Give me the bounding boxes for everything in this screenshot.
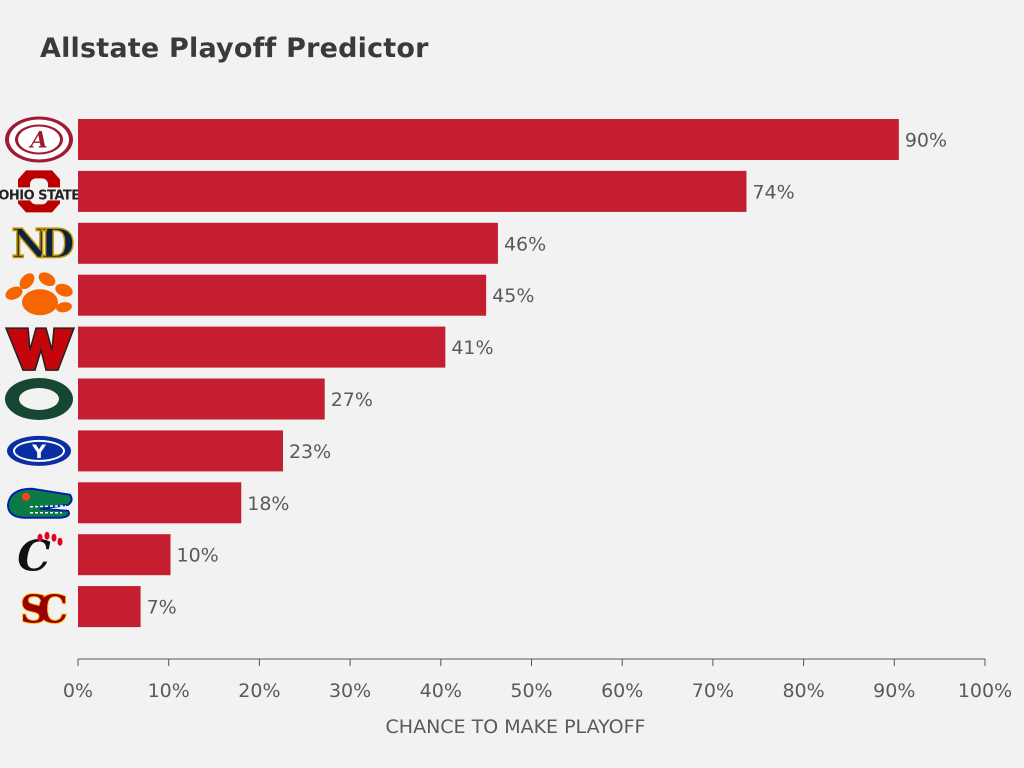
bar-florida [78,482,242,524]
value-label-oregon: 27% [331,389,373,411]
value-label-wisconsin: 41% [451,337,493,359]
x-tick-label: 90% [873,680,915,702]
value-label-cincinnati: 10% [177,545,219,567]
x-tick-label: 30% [329,680,371,702]
usc-logo-icon: SC [19,586,77,633]
x-tick-label: 0% [63,680,93,702]
value-label-ohio-state: 74% [752,181,794,203]
bar-byu [78,430,283,472]
value-label-alabama: 90% [905,130,947,152]
clemson-logo-icon [5,272,73,316]
alabama-logo-icon: A [5,116,73,163]
value-label-byu: 23% [289,441,331,463]
bar-clemson [78,274,487,316]
bar-ohio-state [78,170,747,212]
bar-cincinnati [78,534,171,576]
x-axis-title: CHANCE TO MAKE PLAYOFF [386,716,646,738]
x-tick-label: 50% [510,680,552,702]
team-logos: A OHIO STATE ND Y C SC [0,116,83,633]
bar-oregon [78,378,325,420]
bar-wisconsin [78,326,446,368]
byu-logo-icon: Y [7,435,71,466]
x-tick-label: 20% [238,680,280,702]
svg-text:C: C [17,532,51,581]
svg-text:ND: ND [11,220,74,267]
svg-text:OHIO STATE: OHIO STATE [0,188,80,203]
oregon-logo-icon [5,378,73,420]
bar-notre-dame [78,222,498,264]
value-label-florida: 18% [247,493,289,515]
x-tick-label: 40% [420,680,462,702]
bar-alabama [78,119,899,160]
svg-text:SC: SC [20,587,66,632]
svg-text:Y: Y [31,441,46,463]
notre-dame-logo-icon: ND [11,220,83,269]
x-tick-label: 100% [958,680,1012,702]
value-label-clemson: 45% [492,285,534,307]
bars-group [78,119,899,628]
cincinnati-logo-icon: C [17,531,63,581]
value-label-usc: 7% [147,597,177,619]
ohio-state-logo-icon: OHIO STATE [0,170,80,213]
chart-title: Allstate Playoff Predictor [40,33,429,64]
bar-usc [78,586,141,628]
x-tick-label: 10% [148,680,190,702]
wisconsin-logo-icon [4,327,76,371]
value-labels-group: 90% 74% 46% 45% 41% 27% 23% 18% 10% 7% [147,130,947,619]
value-label-notre-dame: 46% [504,233,546,255]
x-axis: 0% 10% 20% 30% 40% 50% 60% 70% 80% 90% 100% [63,658,1012,702]
x-tick-label: 80% [782,680,824,702]
florida-logo-icon [6,487,73,519]
x-tick-label: 60% [601,680,643,702]
x-tick-label: 70% [692,680,734,702]
svg-text:A: A [28,128,47,154]
